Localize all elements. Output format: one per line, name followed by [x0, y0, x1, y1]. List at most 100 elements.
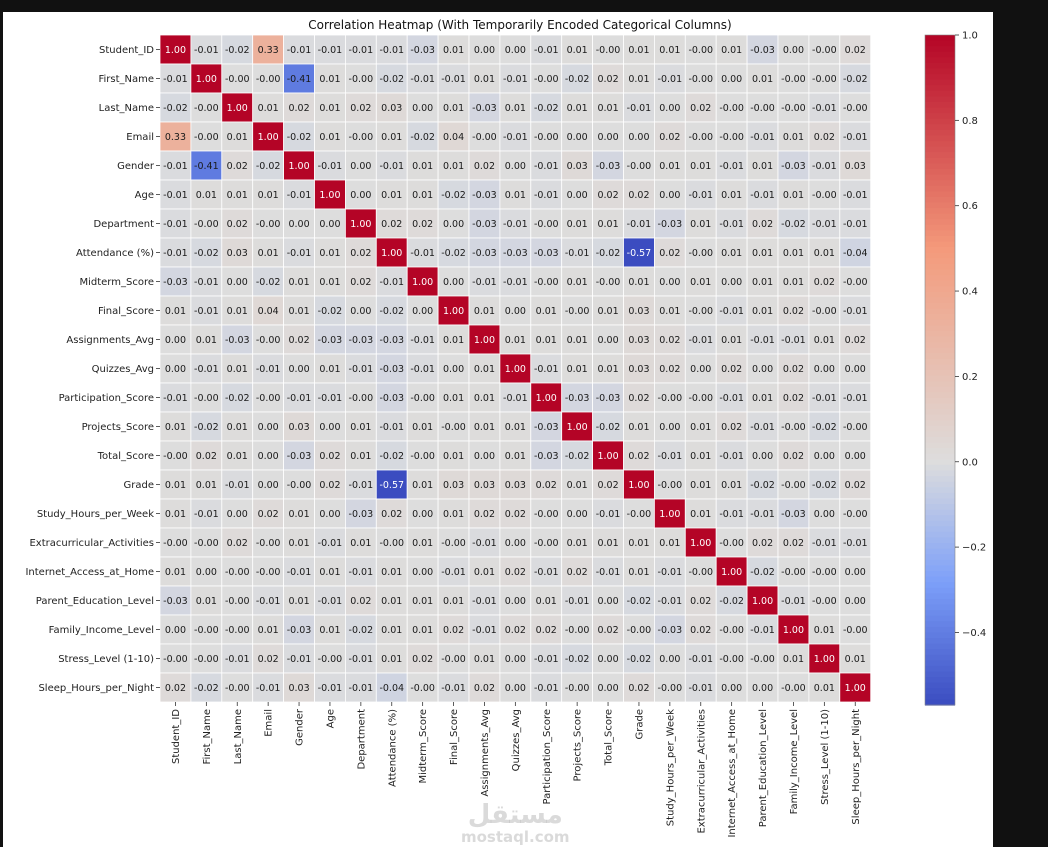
cell-value-label: 0.00	[845, 596, 866, 607]
heatmap-cell	[623, 150, 655, 181]
y-tick-label: Department	[93, 219, 154, 230]
cell-value-label: 0.02	[319, 480, 340, 491]
cell-value-label: 0.01	[165, 509, 186, 520]
colorbar-segment	[925, 297, 955, 304]
cell-value-label: 0.01	[474, 567, 495, 578]
colorbar-segment	[925, 135, 955, 142]
cell-value-label: -0.00	[534, 509, 559, 520]
cell-value-label: -0.01	[349, 45, 374, 56]
heatmap-cell	[190, 382, 223, 413]
heatmap-cell	[159, 643, 192, 674]
cell-value-label: 0.02	[505, 567, 526, 578]
cell-value-label: 0.01	[567, 538, 588, 549]
cell-value-label: 1.00	[783, 625, 804, 636]
heatmap-cell	[159, 208, 192, 239]
cell-value-label: -0.00	[441, 538, 466, 549]
y-tick-label: Gender	[117, 161, 155, 172]
heatmap-cell	[406, 556, 439, 587]
cell-value-label: -0.01	[163, 248, 188, 259]
heatmap-cell	[375, 585, 408, 616]
heatmap-cell	[839, 295, 872, 326]
cell-value-label: -0.00	[658, 683, 683, 694]
colorbar-segment	[925, 314, 955, 321]
cell-value-label: -0.04	[379, 683, 404, 694]
heatmap-cell	[530, 556, 563, 587]
heatmap-cell	[530, 527, 563, 558]
cell-value-label: -0.00	[287, 480, 312, 491]
colorbar-segment	[925, 325, 955, 332]
cell-value-label: 1.00	[227, 103, 248, 114]
colorbar-segment	[925, 191, 955, 198]
colorbar-segment	[925, 448, 955, 455]
heatmap-cell	[190, 34, 223, 65]
heatmap-cell	[808, 295, 841, 326]
cell-value-label: -0.02	[194, 248, 219, 259]
heatmap-cell	[715, 63, 748, 94]
cell-value-label: -0.00	[627, 161, 652, 172]
colorbar-segment	[925, 671, 955, 678]
heatmap-cell	[344, 150, 377, 181]
cell-value-label: -0.01	[194, 277, 219, 288]
heatmap-cell	[283, 353, 315, 384]
heatmap-cell	[715, 585, 748, 616]
heatmap-cell	[468, 150, 501, 181]
cell-value-label: -0.00	[163, 538, 188, 549]
y-tick-label: Midterm_Score	[79, 277, 154, 288]
heatmap-cell	[592, 92, 624, 123]
cell-value-label: 0.01	[412, 161, 433, 172]
colorbar-segment	[925, 381, 955, 388]
x-tick-label: Gender	[295, 708, 306, 746]
heatmap-cell	[746, 614, 779, 645]
heatmap-cell	[314, 672, 346, 703]
x-tick-label: Stress_Level (1-10)	[820, 709, 831, 805]
heatmap-cell	[344, 498, 377, 529]
x-tick-label: Midterm_Score	[418, 709, 429, 784]
heatmap-cell	[592, 295, 624, 326]
colorbar-segment	[925, 598, 955, 606]
cell-value-label: -0.03	[596, 393, 621, 404]
heatmap-cell	[623, 121, 655, 152]
cell-value-label: 0.02	[721, 364, 742, 375]
cell-value-label: 0.00	[258, 451, 279, 462]
colorbar-segment	[925, 113, 955, 120]
heatmap-cell	[684, 34, 717, 65]
cell-value-label: 0.02	[597, 190, 618, 201]
heatmap-cell	[375, 614, 408, 645]
cell-value-label: -0.03	[349, 335, 374, 346]
cell-value-label: 0.01	[474, 306, 495, 317]
cell-value-label: 0.01	[752, 277, 773, 288]
heatmap-cell	[437, 469, 470, 500]
colorbar-segment	[925, 587, 955, 594]
cell-value-label: 0.01	[319, 567, 340, 578]
heatmap-cell	[592, 237, 624, 268]
cell-value-label: -0.41	[287, 74, 312, 85]
x-tick-label: Student_ID	[171, 709, 182, 764]
x-tick-label: Department	[356, 709, 367, 770]
colorbar-segment	[925, 68, 955, 75]
heatmap-cell	[221, 585, 254, 616]
heatmap-cell	[314, 469, 346, 500]
heatmap-cell	[314, 440, 346, 471]
cell-value-label: 0.01	[783, 132, 804, 143]
cell-value-label: -0.01	[812, 103, 837, 114]
cell-value-label: -0.01	[379, 422, 404, 433]
colorbar-segment	[925, 621, 955, 628]
cell-value-label: -0.01	[349, 683, 374, 694]
heatmap-cell	[344, 237, 377, 268]
cell-value-label: -0.00	[719, 625, 744, 636]
heatmap-cell	[190, 324, 223, 355]
cell-value-label: -0.03	[658, 219, 683, 230]
heatmap-cell	[746, 34, 779, 65]
cell-value-label: 0.01	[659, 538, 680, 549]
y-tick-label: Internet_Access_at_Home	[25, 567, 154, 578]
heatmap-cell	[283, 324, 315, 355]
heatmap-cell	[654, 411, 686, 442]
heatmap-cell	[375, 34, 408, 65]
cell-value-label: -0.02	[781, 219, 806, 230]
cell-value-label: 0.00	[412, 306, 433, 317]
heatmap-cell	[406, 469, 439, 500]
heatmap-cell	[623, 469, 655, 500]
cell-value-label: 0.01	[752, 393, 773, 404]
colorbar-segment	[925, 643, 955, 650]
cell-value-label: -0.01	[318, 161, 343, 172]
